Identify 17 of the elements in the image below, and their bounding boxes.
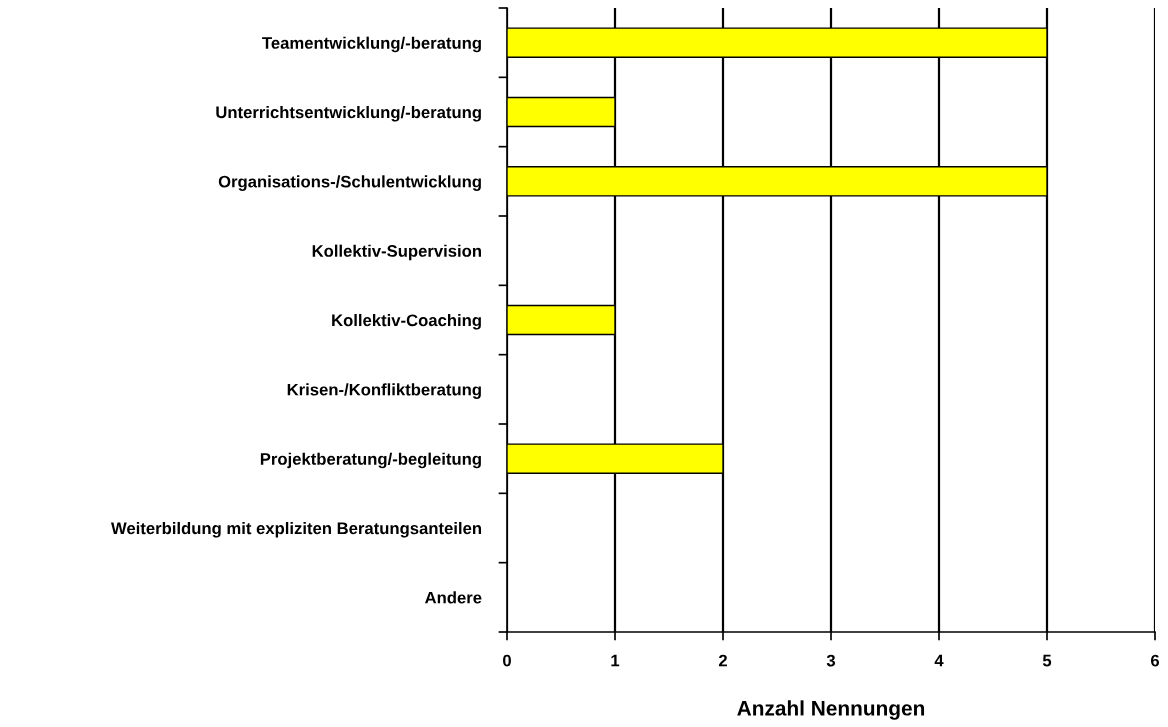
x-tick-label: 0 [503, 654, 511, 667]
y-tick-label: Projektberatung/-begleitung [260, 452, 481, 469]
y-tick-label: Kollektiv-Supervision [312, 244, 481, 261]
y-tick-label: Weiterbildung mit expliziten Beratungsanteilen [110, 521, 481, 538]
y-tick-label: Krisen-/Konfliktberatung [287, 383, 481, 399]
y-tick-label: Teamentwicklung/-beratung [262, 36, 481, 53]
x-tick-label: 2 [718, 654, 727, 667]
x-tick-label: 5 [1042, 654, 1052, 667]
y-tick-label: Organisations-/Schulentwicklung [218, 175, 481, 191]
x-tick-label: 6 [1150, 654, 1160, 667]
y-tick-label: Unterrichtsentwicklung/-beratung [216, 105, 481, 122]
x-tick-label: 3 [826, 654, 836, 667]
x-tick-label: 4 [934, 654, 944, 667]
x-tick-label: 1 [611, 654, 620, 667]
y-tick-label: Andere [424, 591, 482, 604]
x-axis-title: Anzahl Nennungen [737, 700, 925, 720]
y-tick-label: Kollektiv-Coaching [332, 313, 481, 330]
